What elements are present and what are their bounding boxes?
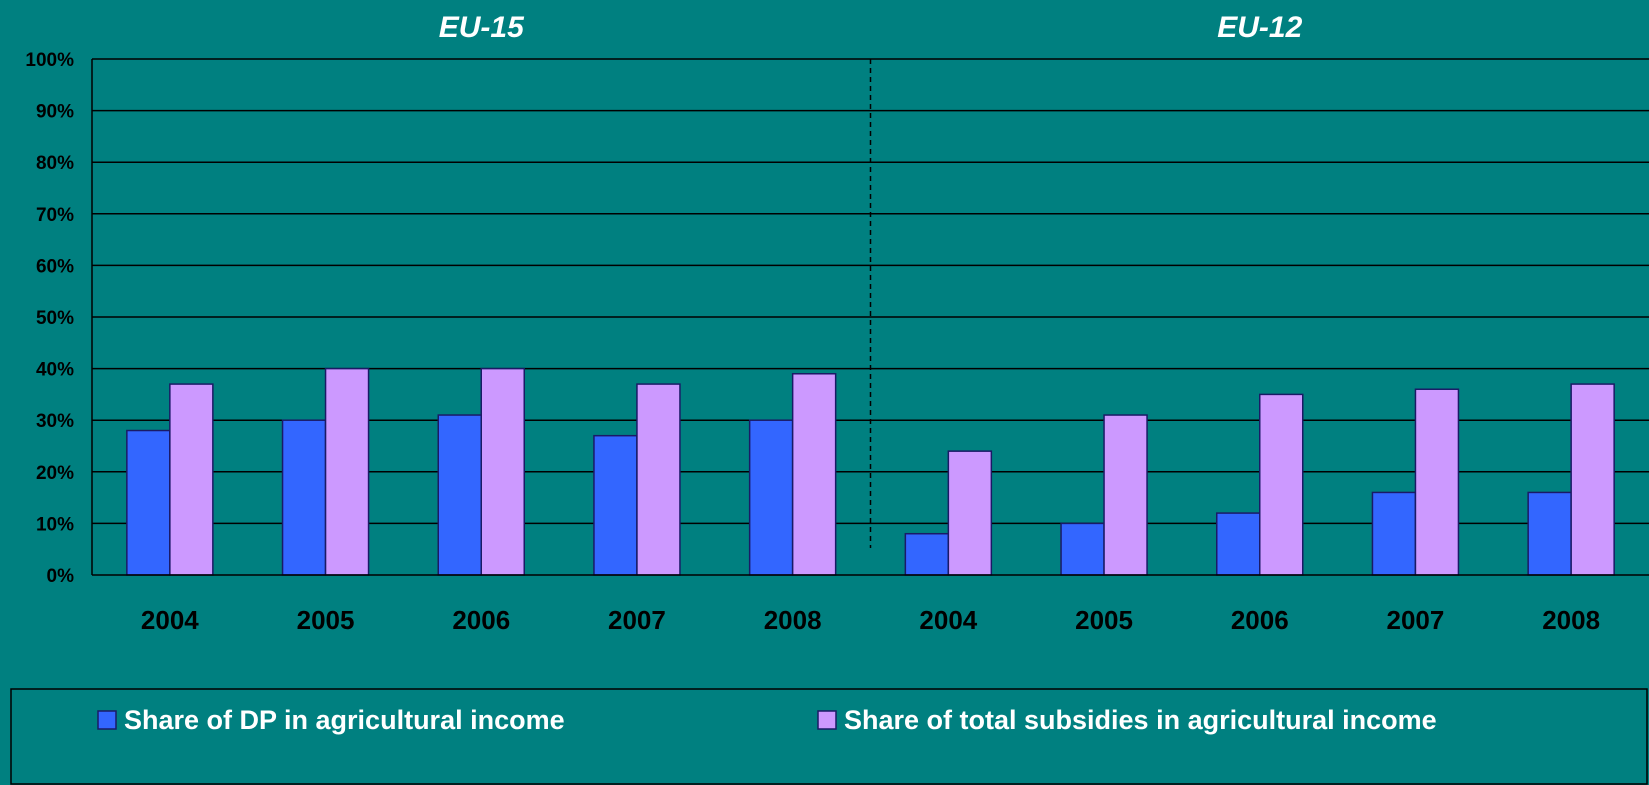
bar-dp [437, 414, 482, 576]
bar-dp [126, 429, 171, 576]
y-axis-ticks: 0% 10% 20% 30% 40% 50% 60% 70% 80% 90% 100% [25, 50, 74, 587]
x-tick-label: 2007 [608, 605, 666, 635]
legend-box [10, 688, 1648, 785]
y-tick-label: 0% [47, 566, 75, 587]
bar-subsidies [480, 367, 525, 576]
bar-subsidies [324, 367, 370, 576]
y-tick-label: 50% [36, 308, 74, 329]
bar-subsidies [1103, 414, 1148, 576]
bar-dp [1371, 491, 1417, 576]
x-tick-label: 2008 [764, 605, 822, 635]
group-title-eu12: EU-12 [1217, 11, 1302, 44]
y-tick-label: 80% [36, 153, 74, 174]
y-tick-label: 10% [36, 514, 74, 535]
bar-subsidies [636, 383, 681, 576]
x-tick-label: 2004 [919, 605, 977, 635]
bar-dp [1527, 491, 1572, 576]
x-tick-label: 2004 [141, 605, 199, 635]
legend-swatch-dp [97, 710, 117, 730]
legend-label-dp: Share of DP in agricultural income [124, 705, 565, 735]
y-tick-label: 70% [36, 205, 74, 226]
bar-dp [593, 434, 638, 576]
y-tick-label: 60% [36, 256, 74, 277]
bar-subsidies [1414, 388, 1460, 576]
y-tick-label: 20% [36, 463, 74, 484]
x-tick-label: 2006 [452, 605, 510, 635]
y-tick-label: 40% [36, 360, 74, 381]
bar-subsidies [1570, 383, 1615, 576]
bar-subsidies [169, 383, 214, 576]
bar-dp [281, 419, 327, 576]
legend: Share of DP in agricultural income Share… [10, 688, 1648, 785]
group-titles: EU-15 EU-12 [439, 11, 1303, 44]
bar-dp [1060, 522, 1105, 576]
bar-subsidies [1259, 393, 1304, 576]
x-tick-label: 2008 [1542, 605, 1600, 635]
y-tick-label: 90% [36, 102, 74, 123]
bar-subsidies [791, 373, 837, 576]
x-tick-label: 2005 [297, 605, 355, 635]
x-tick-label: 2006 [1231, 605, 1289, 635]
x-tick-label: 2005 [1075, 605, 1133, 635]
group-title-eu15: EU-15 [439, 11, 525, 44]
bar-dp [1216, 512, 1261, 576]
legend-swatch-subsidies [817, 710, 837, 730]
bar-dp [904, 532, 950, 576]
x-axis-ticks: 2004 2005 2006 2007 2008 2004 2005 2006 2007 2008 [141, 605, 1600, 635]
bar-dp [748, 419, 794, 576]
x-tick-label: 2007 [1387, 605, 1445, 635]
bar-subsidies [947, 450, 993, 576]
legend-label-subsidies: Share of total subsidies in agricultural… [844, 705, 1437, 735]
y-tick-label: 100% [25, 50, 74, 71]
y-tick-label: 30% [36, 411, 74, 432]
